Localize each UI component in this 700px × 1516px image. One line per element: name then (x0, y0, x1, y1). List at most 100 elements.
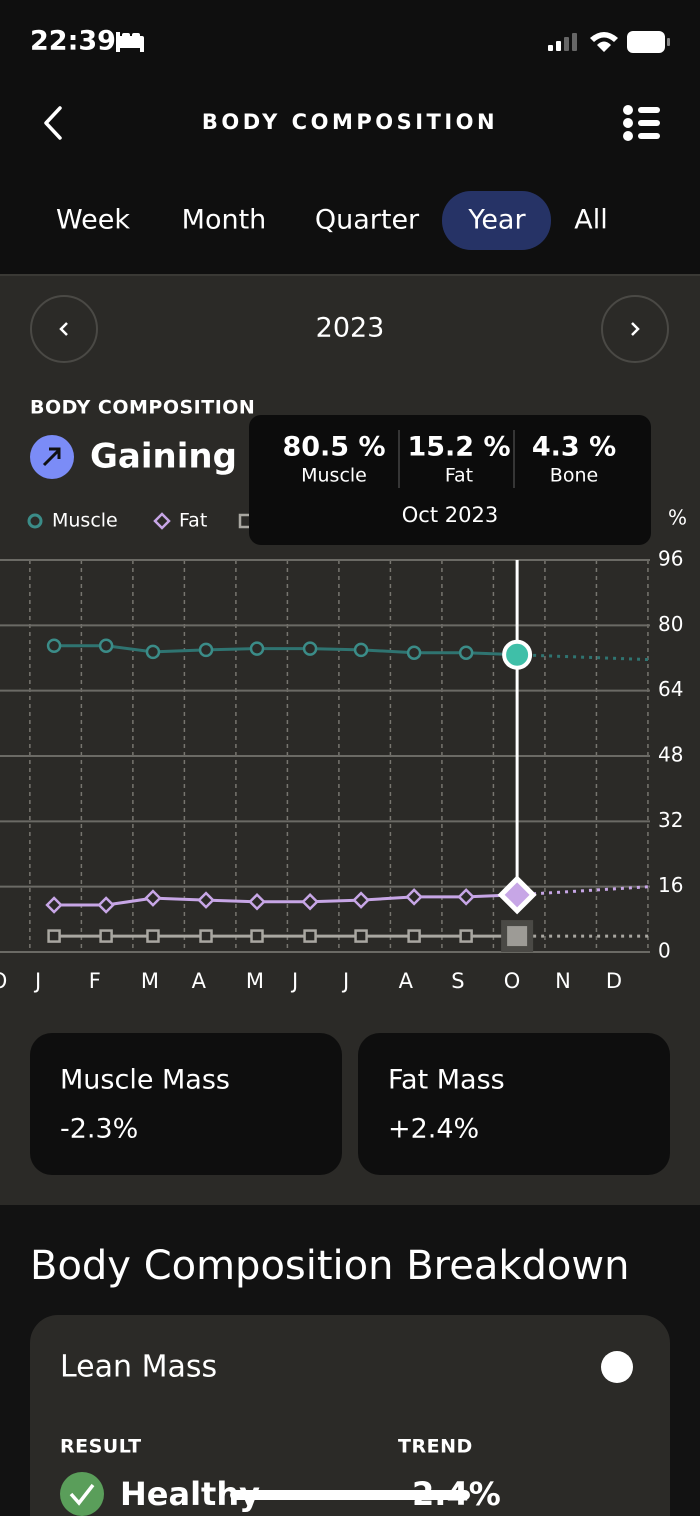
card-value: +2.4% (388, 1114, 479, 1145)
tab[interactable]: All (574, 205, 607, 236)
breakdown-card (30, 1315, 670, 1516)
muscle-point (46, 638, 62, 653)
breakdown-title: Body Composition Breakdown (30, 1243, 629, 1289)
page-title: BODY COMPOSITION (202, 110, 498, 134)
x-tick-label: M (141, 969, 159, 993)
muscle-point (302, 641, 318, 656)
tab[interactable]: Month (182, 205, 267, 236)
tab-highlight (442, 191, 551, 250)
tab[interactable]: Quarter (315, 205, 420, 236)
y-tick-label: 32 (658, 808, 683, 832)
card-value: -2.3% (60, 1114, 138, 1145)
bone-point (99, 929, 113, 943)
check-mark (69, 1483, 95, 1506)
battery-tip (667, 38, 670, 46)
tooltip-label: Fat (445, 465, 473, 487)
fat-point (248, 893, 266, 911)
trend-label: TREND (398, 1436, 473, 1458)
wifi-icon (590, 32, 618, 52)
next-button[interactable] (601, 295, 669, 363)
x-tick-label: F (89, 969, 101, 993)
signal-icon (548, 33, 577, 51)
tooltip-value: 80.5 % (282, 432, 385, 463)
bone-point (146, 929, 160, 943)
fat-point (144, 889, 162, 907)
battery-level: 82 (633, 32, 658, 53)
tab[interactable]: Week (56, 205, 130, 236)
x-tick-label: O (0, 969, 7, 993)
x-tick-label: J (341, 969, 349, 993)
prev-button[interactable] (30, 295, 98, 363)
tooltip-value: 15.2 % (407, 432, 510, 463)
fat-point (45, 896, 63, 914)
fat-point (301, 893, 319, 911)
bone-point (199, 929, 213, 943)
x-tick-label: A (192, 969, 207, 993)
result-label: RESULT (60, 1436, 142, 1458)
bone-point (47, 929, 61, 943)
bone-point (354, 929, 368, 943)
bone-point (407, 929, 421, 943)
bone-point (459, 929, 473, 943)
x-tick-label: M (246, 969, 264, 993)
legend-label: Fat (179, 510, 207, 532)
y-tick-label: 64 (658, 677, 683, 701)
x-tick-label: J (33, 969, 41, 993)
muscle-point (198, 642, 214, 658)
bone-point (303, 929, 317, 943)
tooltip-value: 4.3 % (532, 432, 616, 463)
bone-point (501, 920, 534, 953)
muscle-point (458, 645, 474, 660)
muscle-point (249, 641, 265, 656)
menu-button[interactable] (623, 105, 660, 141)
stat-card (358, 1033, 670, 1175)
card-label: Muscle Mass (60, 1065, 230, 1096)
back-button[interactable] (44, 106, 62, 140)
fat-point (352, 891, 370, 909)
legend-label: Muscle (52, 510, 118, 532)
period: 2023 (316, 313, 385, 344)
muscle-point (502, 639, 533, 670)
x-tick-label: S (451, 969, 464, 993)
help-button[interactable] (601, 1351, 633, 1383)
fat-point (405, 888, 423, 906)
time: 22:39 (30, 26, 116, 57)
x-tick-label: O (504, 969, 521, 993)
y-axis-label: % (668, 506, 687, 530)
muscle-point (406, 645, 422, 660)
series-line (54, 644, 518, 657)
tooltip-date: Oct 2023 (402, 503, 498, 527)
lean-mass-title: Lean Mass (60, 1350, 217, 1385)
stat-card (30, 1033, 342, 1175)
fat-point (197, 891, 215, 909)
bed-icon (116, 32, 144, 52)
bone-point (250, 929, 264, 943)
y-tick-label: 16 (658, 873, 683, 897)
muscle-point (145, 644, 161, 660)
x-tick-label: D (606, 969, 622, 993)
battery-icon (627, 31, 665, 53)
x-tick-label: A (399, 969, 414, 993)
home-indicator (230, 1490, 470, 1500)
fat-point (457, 888, 475, 906)
tooltip (249, 415, 651, 545)
tab[interactable]: Year (467, 205, 526, 236)
tooltip-label: Bone (550, 465, 598, 487)
y-tick-label: 96 (658, 547, 683, 571)
legend-marker (27, 513, 43, 529)
legend-marker (153, 512, 171, 530)
section-label: BODY COMPOSITION (30, 397, 255, 419)
series-line (54, 893, 518, 907)
prev-arrow (59, 322, 68, 336)
tooltip-label: Muscle (301, 465, 367, 487)
projection-line (517, 653, 651, 662)
projection-line (517, 885, 651, 897)
muscle-point (98, 638, 114, 653)
check-icon (60, 1472, 104, 1516)
help-text: ? (611, 1357, 622, 1379)
y-tick-label: 80 (658, 612, 683, 636)
x-tick-label: J (290, 969, 298, 993)
y-tick-label: 48 (658, 743, 683, 767)
